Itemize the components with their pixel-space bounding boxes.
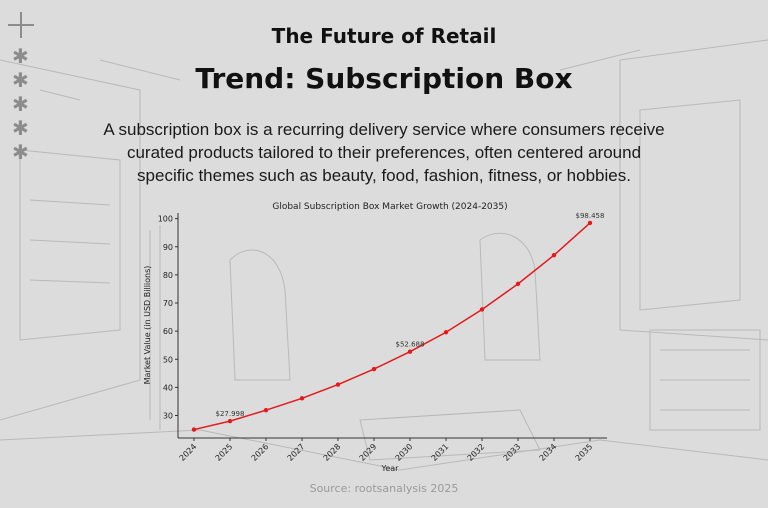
data-point (515, 281, 521, 287)
y-tick-label: 100 (158, 215, 173, 224)
data-point (479, 307, 485, 312)
asterisk-icon: ✱ (12, 44, 29, 68)
page-title: Trend: Subscription Box (195, 62, 573, 95)
y-tick-label: 80 (163, 271, 173, 280)
market-growth-chart: Global Subscription Box Market Growth (2… (143, 202, 607, 473)
x-tick-label: 2024 (178, 442, 199, 463)
asterisk-icon: ✱ (12, 92, 29, 116)
y-tick-label: 90 (163, 243, 173, 252)
x-tick-label: 2027 (286, 442, 307, 463)
data-label: $52.688 (396, 341, 425, 349)
data-point (299, 396, 305, 401)
page-subtitle: The Future of Retail (271, 24, 497, 48)
x-tick-label: 2029 (358, 442, 379, 463)
source-note: Source: rootsanalysis 2025 (309, 482, 459, 495)
data-point (191, 427, 197, 432)
asterisk-icon: ✱ (12, 140, 29, 164)
x-tick-label: 2031 (430, 442, 451, 463)
data-point (443, 330, 449, 335)
x-tick-label: 2033 (502, 442, 523, 463)
data-point (407, 349, 413, 354)
data-point (371, 366, 377, 372)
y-tick-label: 70 (163, 299, 173, 308)
data-point (335, 382, 341, 387)
data-label: $27.998 (216, 410, 245, 418)
data-point (263, 407, 269, 413)
y-tick-label: 30 (163, 412, 173, 421)
data-point (227, 418, 233, 424)
x-tick-label: 2025 (214, 442, 235, 463)
y-tick-label: 40 (163, 383, 173, 392)
x-tick-label: 2026 (250, 442, 271, 463)
x-tick-label: 2035 (574, 442, 595, 463)
x-axis-label: Year (381, 464, 400, 473)
y-tick-label: 50 (163, 355, 173, 364)
x-tick-label: 2028 (322, 442, 343, 463)
asterisk-icon: ✱ (12, 116, 29, 140)
y-tick-label: 60 (163, 327, 173, 336)
asterisk-icon: ✱ (12, 68, 29, 92)
x-tick-label: 2032 (466, 442, 487, 463)
page-description: A subscription box is a recurring delive… (103, 120, 665, 185)
x-tick-label: 2034 (538, 442, 559, 463)
series-line (193, 222, 591, 431)
data-point (587, 220, 593, 226)
data-label: $98.458 (576, 212, 605, 220)
x-tick-label: 2030 (394, 442, 415, 463)
plus-icon (8, 12, 34, 38)
data-point (551, 252, 557, 258)
y-axis-label: Market Value (in USD Billions) (143, 266, 152, 385)
chart-title: Global Subscription Box Market Growth (2… (272, 202, 507, 212)
